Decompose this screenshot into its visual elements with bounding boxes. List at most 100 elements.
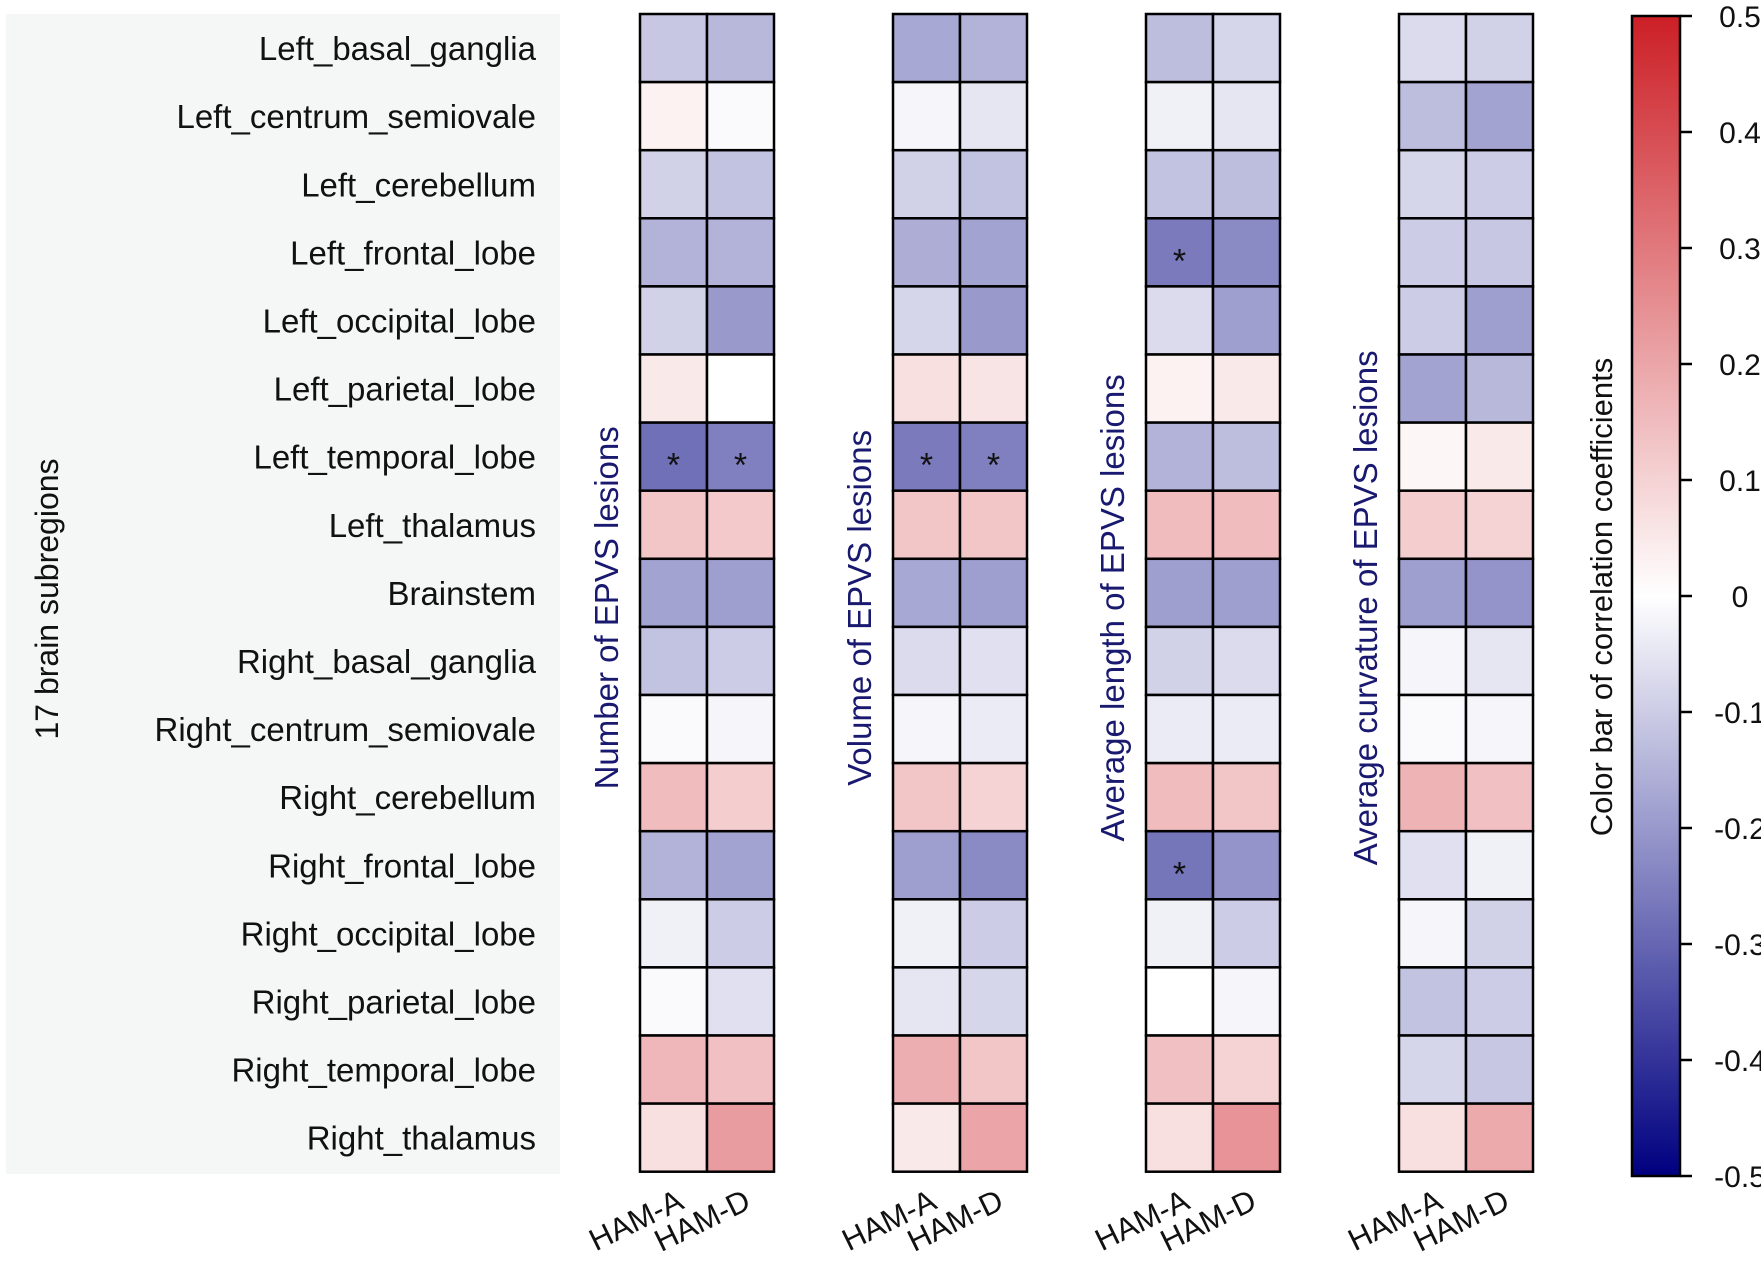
heatmap-cell: [891, 557, 962, 629]
heatmap-cell: [1397, 761, 1468, 833]
heatmap-cell: [705, 966, 776, 1037]
colorbar-label: Color bar of correlation coefficients: [1584, 358, 1619, 836]
region-labels: Left_basal_ganglia Left_centrum_semiovale…: [154, 30, 536, 1157]
y-axis-label: 17 brain subregions: [29, 458, 65, 739]
heatmap-cell: [958, 966, 1029, 1037]
heatmap-cell: [1211, 625, 1282, 697]
heatmap-cell: [1397, 80, 1468, 152]
heatmap-cell: [958, 829, 1029, 901]
colorbar-tick-label: 0.1: [1719, 465, 1761, 498]
heatmap-cell: [1144, 557, 1215, 629]
heatmap-panel: Average curvature of EPVS lesionsHAM-AHA…: [1342, 12, 1535, 1259]
heatmap-cell: [1397, 966, 1468, 1037]
heatmap-cell: [705, 12, 776, 84]
region-label: Left_cerebellum: [301, 166, 536, 203]
region-label: Right_occipital_lobe: [241, 915, 536, 952]
heatmap-cell: [958, 625, 1029, 697]
heatmap-cell: [891, 12, 962, 84]
region-labels-background: [6, 14, 560, 1174]
heatmap-cell: [958, 148, 1029, 220]
heatmap-cell: [638, 966, 709, 1037]
heatmap-cell: [705, 1102, 776, 1173]
panel-label: Average curvature of EPVS lesions: [1347, 350, 1384, 865]
heatmap-cell: [958, 285, 1029, 356]
heatmap-cell: [705, 829, 776, 901]
region-label: Left_thalamus: [329, 507, 536, 544]
colorbar-tick-label: 0.5: [1719, 1, 1761, 34]
heatmap-cell: [705, 285, 776, 356]
heatmap-cell: [1464, 148, 1535, 220]
heatmap-cell: [638, 148, 709, 220]
heatmap-cell: [1144, 353, 1215, 424]
heatmap-cell: [705, 353, 776, 424]
heatmap-cell: [958, 693, 1029, 765]
colorbar-ticks: 0.5 0.4 0.3 0.2 0.1 0 -0.1 -0.2 -0.3 -0.4 -0.5: [1680, 1, 1761, 1194]
heatmap-cell: [1144, 1102, 1215, 1173]
heatmap-cell: [705, 1034, 776, 1105]
heatmap-cell: [1464, 625, 1535, 697]
heatmap-cell: [1464, 285, 1535, 356]
colorbar-tick-label: -0.1: [1714, 697, 1761, 730]
heatmap-cell: [1397, 1034, 1468, 1105]
heatmap-cell: [705, 217, 776, 288]
significance-marker: *: [1173, 242, 1186, 280]
heatmap-cell: [1397, 421, 1468, 492]
heatmap-cell: [958, 489, 1029, 561]
colorbar-tick-label: 0.2: [1719, 349, 1761, 382]
heatmap-cell: [891, 80, 962, 152]
heatmap-cell: [958, 761, 1029, 833]
colorbar-tick-label: 0.3: [1719, 233, 1761, 266]
colorbar: 0.5 0.4 0.3 0.2 0.1 0 -0.1 -0.2 -0.3 -0.4 -0.5 Col…: [1584, 1, 1761, 1194]
region-label: Left_centrum_semiovale: [176, 98, 536, 135]
heatmap-cell: [891, 1102, 962, 1173]
heatmap-cell: [1144, 12, 1215, 84]
heatmap-cell: [958, 898, 1029, 969]
heatmap-cell: [705, 557, 776, 629]
heatmap-cell: [1464, 761, 1535, 833]
colorbar-tick-label: -0.4: [1714, 1045, 1761, 1078]
heatmap-cell: [1464, 80, 1535, 152]
heatmap-cell: [705, 693, 776, 765]
heatmap-cell: [958, 1102, 1029, 1173]
heatmap-cell: [891, 421, 962, 492]
heatmap-cell: [891, 761, 962, 833]
heatmap-cell: [638, 557, 709, 629]
region-label: Left_temporal_lobe: [253, 439, 536, 476]
heatmap-cell: [705, 421, 776, 492]
heatmap-cell: [1211, 966, 1282, 1037]
heatmap-cell: [958, 217, 1029, 288]
heatmap-cell: [958, 557, 1029, 629]
heatmap-cell: [891, 489, 962, 561]
heatmap-cell: [1211, 1102, 1282, 1173]
heatmap-cell: [1464, 557, 1535, 629]
panel-label: Volume of EPVS lesions: [841, 430, 878, 786]
heatmap-cell: [1397, 625, 1468, 697]
heatmap-cell: [638, 1102, 709, 1173]
heatmap-cell: [638, 12, 709, 84]
heatmap-cell: [1464, 829, 1535, 901]
heatmap-cell: [1211, 898, 1282, 969]
heatmap-cell: [1144, 421, 1215, 492]
region-label: Left_occipital_lobe: [263, 302, 536, 339]
heatmap-cell: [1397, 898, 1468, 969]
heatmap-cell: [1144, 1034, 1215, 1105]
heatmap-cell: [1144, 761, 1215, 833]
heatmap-cell: [638, 489, 709, 561]
heatmap-cell: [1464, 1102, 1535, 1173]
heatmap-cell: [1144, 625, 1215, 697]
heatmap-cell: [1464, 353, 1535, 424]
region-label: Right_temporal_lobe: [231, 1052, 536, 1089]
heatmap-cell: [1144, 898, 1215, 969]
heatmap-cell: [638, 898, 709, 969]
heatmap-cell: [1464, 12, 1535, 84]
heatmap-cell: [1211, 421, 1282, 492]
heatmap-cell: [1464, 217, 1535, 288]
heatmap-cell: [1211, 217, 1282, 288]
significance-marker: *: [987, 447, 1000, 485]
colorbar-tick-label: -0.3: [1714, 929, 1761, 962]
region-label: Right_cerebellum: [279, 779, 536, 816]
